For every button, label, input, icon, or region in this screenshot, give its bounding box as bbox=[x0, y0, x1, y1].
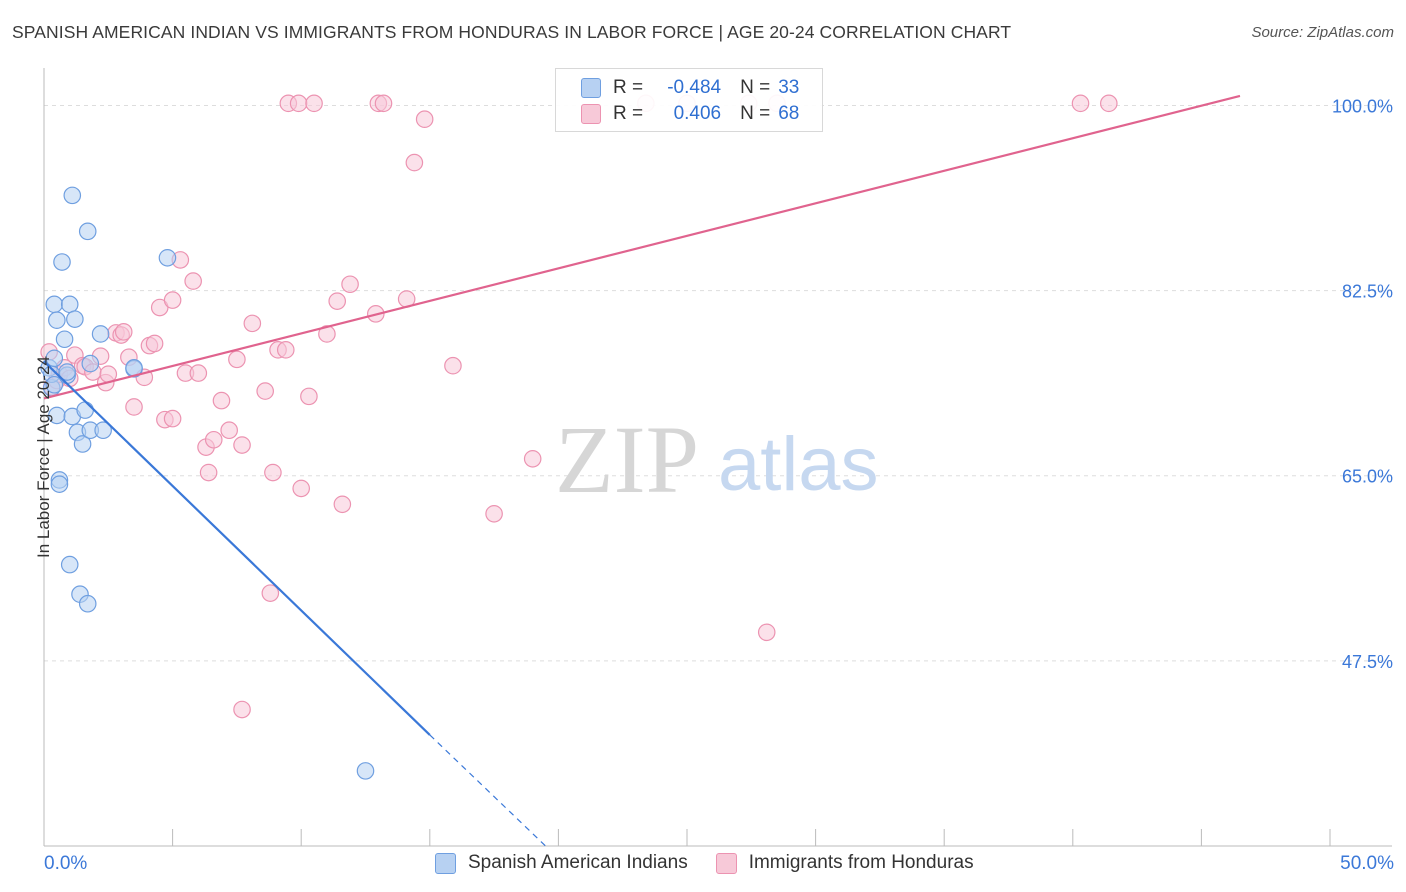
legend-r-label: R = bbox=[613, 77, 644, 98]
y-tick-labels: 47.5% 65.0% 82.5% 100.0% bbox=[1332, 96, 1393, 671]
legend-r-label: R = bbox=[613, 103, 644, 124]
legend-swatch-pink bbox=[715, 852, 737, 874]
axes bbox=[43, 68, 1392, 847]
legend-item-spanish-american-indians: Spanish American Indians bbox=[435, 852, 688, 874]
trend-line-spanish-american-indians-extension bbox=[429, 734, 546, 847]
spanish-american-indian-point bbox=[78, 594, 97, 613]
spanish-american-indian-point bbox=[45, 295, 64, 314]
y-tick-label: 100.0% bbox=[1332, 96, 1393, 116]
spanish-american-indian-point bbox=[356, 762, 375, 780]
trend-line-spanish-american-indians bbox=[43, 360, 431, 736]
spanish-american-indian-point bbox=[45, 375, 64, 394]
honduras-point bbox=[341, 275, 359, 294]
honduras-point bbox=[184, 272, 202, 290]
legend-swatch-pink bbox=[581, 104, 601, 124]
chart-title: SPANISH AMERICAN INDIAN VS IMMIGRANTS FR… bbox=[12, 22, 1012, 42]
honduras-point bbox=[233, 436, 251, 454]
honduras-point bbox=[125, 398, 143, 416]
legend-r-value-series2: 0.406 bbox=[673, 103, 722, 124]
honduras-point bbox=[289, 94, 308, 113]
honduras-point bbox=[256, 382, 274, 400]
honduras-point bbox=[220, 421, 238, 440]
honduras-point bbox=[145, 334, 164, 353]
honduras-point bbox=[228, 350, 246, 369]
honduras-point bbox=[757, 623, 776, 642]
spanish-american-indian-point bbox=[66, 310, 84, 328]
honduras-point bbox=[305, 94, 323, 113]
watermark: ZIP atlas bbox=[555, 406, 879, 513]
honduras-point bbox=[276, 341, 295, 359]
legend-n-value-series2: 68 bbox=[778, 103, 800, 124]
series-honduras-points bbox=[40, 94, 1118, 719]
honduras-point bbox=[292, 479, 310, 498]
honduras-point bbox=[204, 430, 223, 449]
honduras-point bbox=[485, 505, 503, 523]
series-spanish-american-indians-points bbox=[40, 186, 375, 780]
honduras-point bbox=[261, 584, 280, 602]
honduras-point bbox=[212, 391, 231, 410]
spanish-american-indian-point bbox=[45, 349, 64, 368]
legend-swatch-blue bbox=[435, 852, 456, 874]
legend-label-spanish-american-indians: Spanish American Indians bbox=[468, 852, 688, 873]
legend-n-label: N = bbox=[740, 77, 771, 98]
honduras-point bbox=[114, 323, 133, 341]
source-label: Source: ZipAtlas.com bbox=[1251, 24, 1394, 41]
gridlines bbox=[44, 104, 1392, 662]
spanish-american-indian-point bbox=[81, 354, 100, 373]
honduras-point bbox=[374, 94, 393, 113]
honduras-point bbox=[189, 364, 208, 382]
spanish-american-indian-point bbox=[50, 475, 69, 493]
y-tick-label: 65.0% bbox=[1342, 467, 1393, 487]
spanish-american-indian-point bbox=[76, 401, 94, 419]
legend-n-value-series1: 33 bbox=[778, 77, 800, 98]
watermark-atlas: atlas bbox=[718, 422, 879, 507]
spanish-american-indian-point bbox=[91, 325, 110, 343]
spanish-american-indian-point bbox=[60, 555, 79, 574]
trend-lines bbox=[43, 94, 1241, 847]
honduras-point bbox=[264, 463, 282, 482]
y-axis-label: In Labor Force | Age 20-24 bbox=[34, 356, 53, 558]
spanish-american-indian-point bbox=[78, 222, 97, 241]
spanish-american-indian-point bbox=[94, 421, 112, 440]
x-tick-label-max: 50.0% bbox=[1340, 853, 1394, 874]
series-legend: Spanish American Indians Immigrants from… bbox=[435, 852, 1002, 874]
legend-swatch-blue bbox=[581, 78, 601, 98]
honduras-point bbox=[233, 700, 251, 719]
legend-r-value-series1: -0.484 bbox=[667, 77, 722, 98]
honduras-point bbox=[328, 292, 347, 310]
honduras-point bbox=[163, 291, 182, 309]
trend-line-honduras bbox=[43, 94, 1241, 400]
spanish-american-indian-point bbox=[73, 435, 92, 453]
spanish-american-indian-point bbox=[53, 253, 71, 271]
y-tick-label: 82.5% bbox=[1342, 282, 1393, 302]
spanish-american-indian-point bbox=[48, 311, 66, 330]
watermark-zip: ZIP bbox=[555, 406, 699, 513]
honduras-point bbox=[444, 356, 462, 375]
y-tick-label: 47.5% bbox=[1342, 652, 1393, 672]
x-tick-label-min: 0.0% bbox=[44, 853, 88, 874]
honduras-point bbox=[523, 449, 542, 468]
spanish-american-indian-point bbox=[60, 295, 79, 314]
legend-row-series2: R = 0.406 N = 68 bbox=[556, 101, 799, 127]
legend-row-series1: R = -0.484 N = 33 bbox=[556, 75, 799, 101]
honduras-point bbox=[333, 495, 352, 514]
honduras-point bbox=[1100, 94, 1118, 113]
honduras-point bbox=[318, 325, 336, 343]
spanish-american-indian-point bbox=[63, 186, 82, 205]
spanish-american-indian-point bbox=[55, 330, 74, 349]
honduras-point bbox=[415, 110, 434, 129]
legend-label-honduras: Immigrants from Honduras bbox=[748, 852, 974, 873]
honduras-point bbox=[405, 153, 424, 172]
correlation-legend: R = -0.484 N = 33 R = 0.406 N = 68 bbox=[555, 68, 823, 132]
honduras-point bbox=[163, 409, 182, 428]
honduras-point bbox=[300, 387, 318, 406]
honduras-point bbox=[243, 314, 262, 333]
honduras-point bbox=[1071, 94, 1090, 113]
legend-item-honduras: Immigrants from Honduras bbox=[715, 852, 974, 874]
honduras-point bbox=[199, 463, 218, 482]
spanish-american-indian-point bbox=[158, 248, 177, 267]
legend-n-label: N = bbox=[740, 103, 771, 124]
spanish-american-indian-point bbox=[58, 363, 76, 381]
